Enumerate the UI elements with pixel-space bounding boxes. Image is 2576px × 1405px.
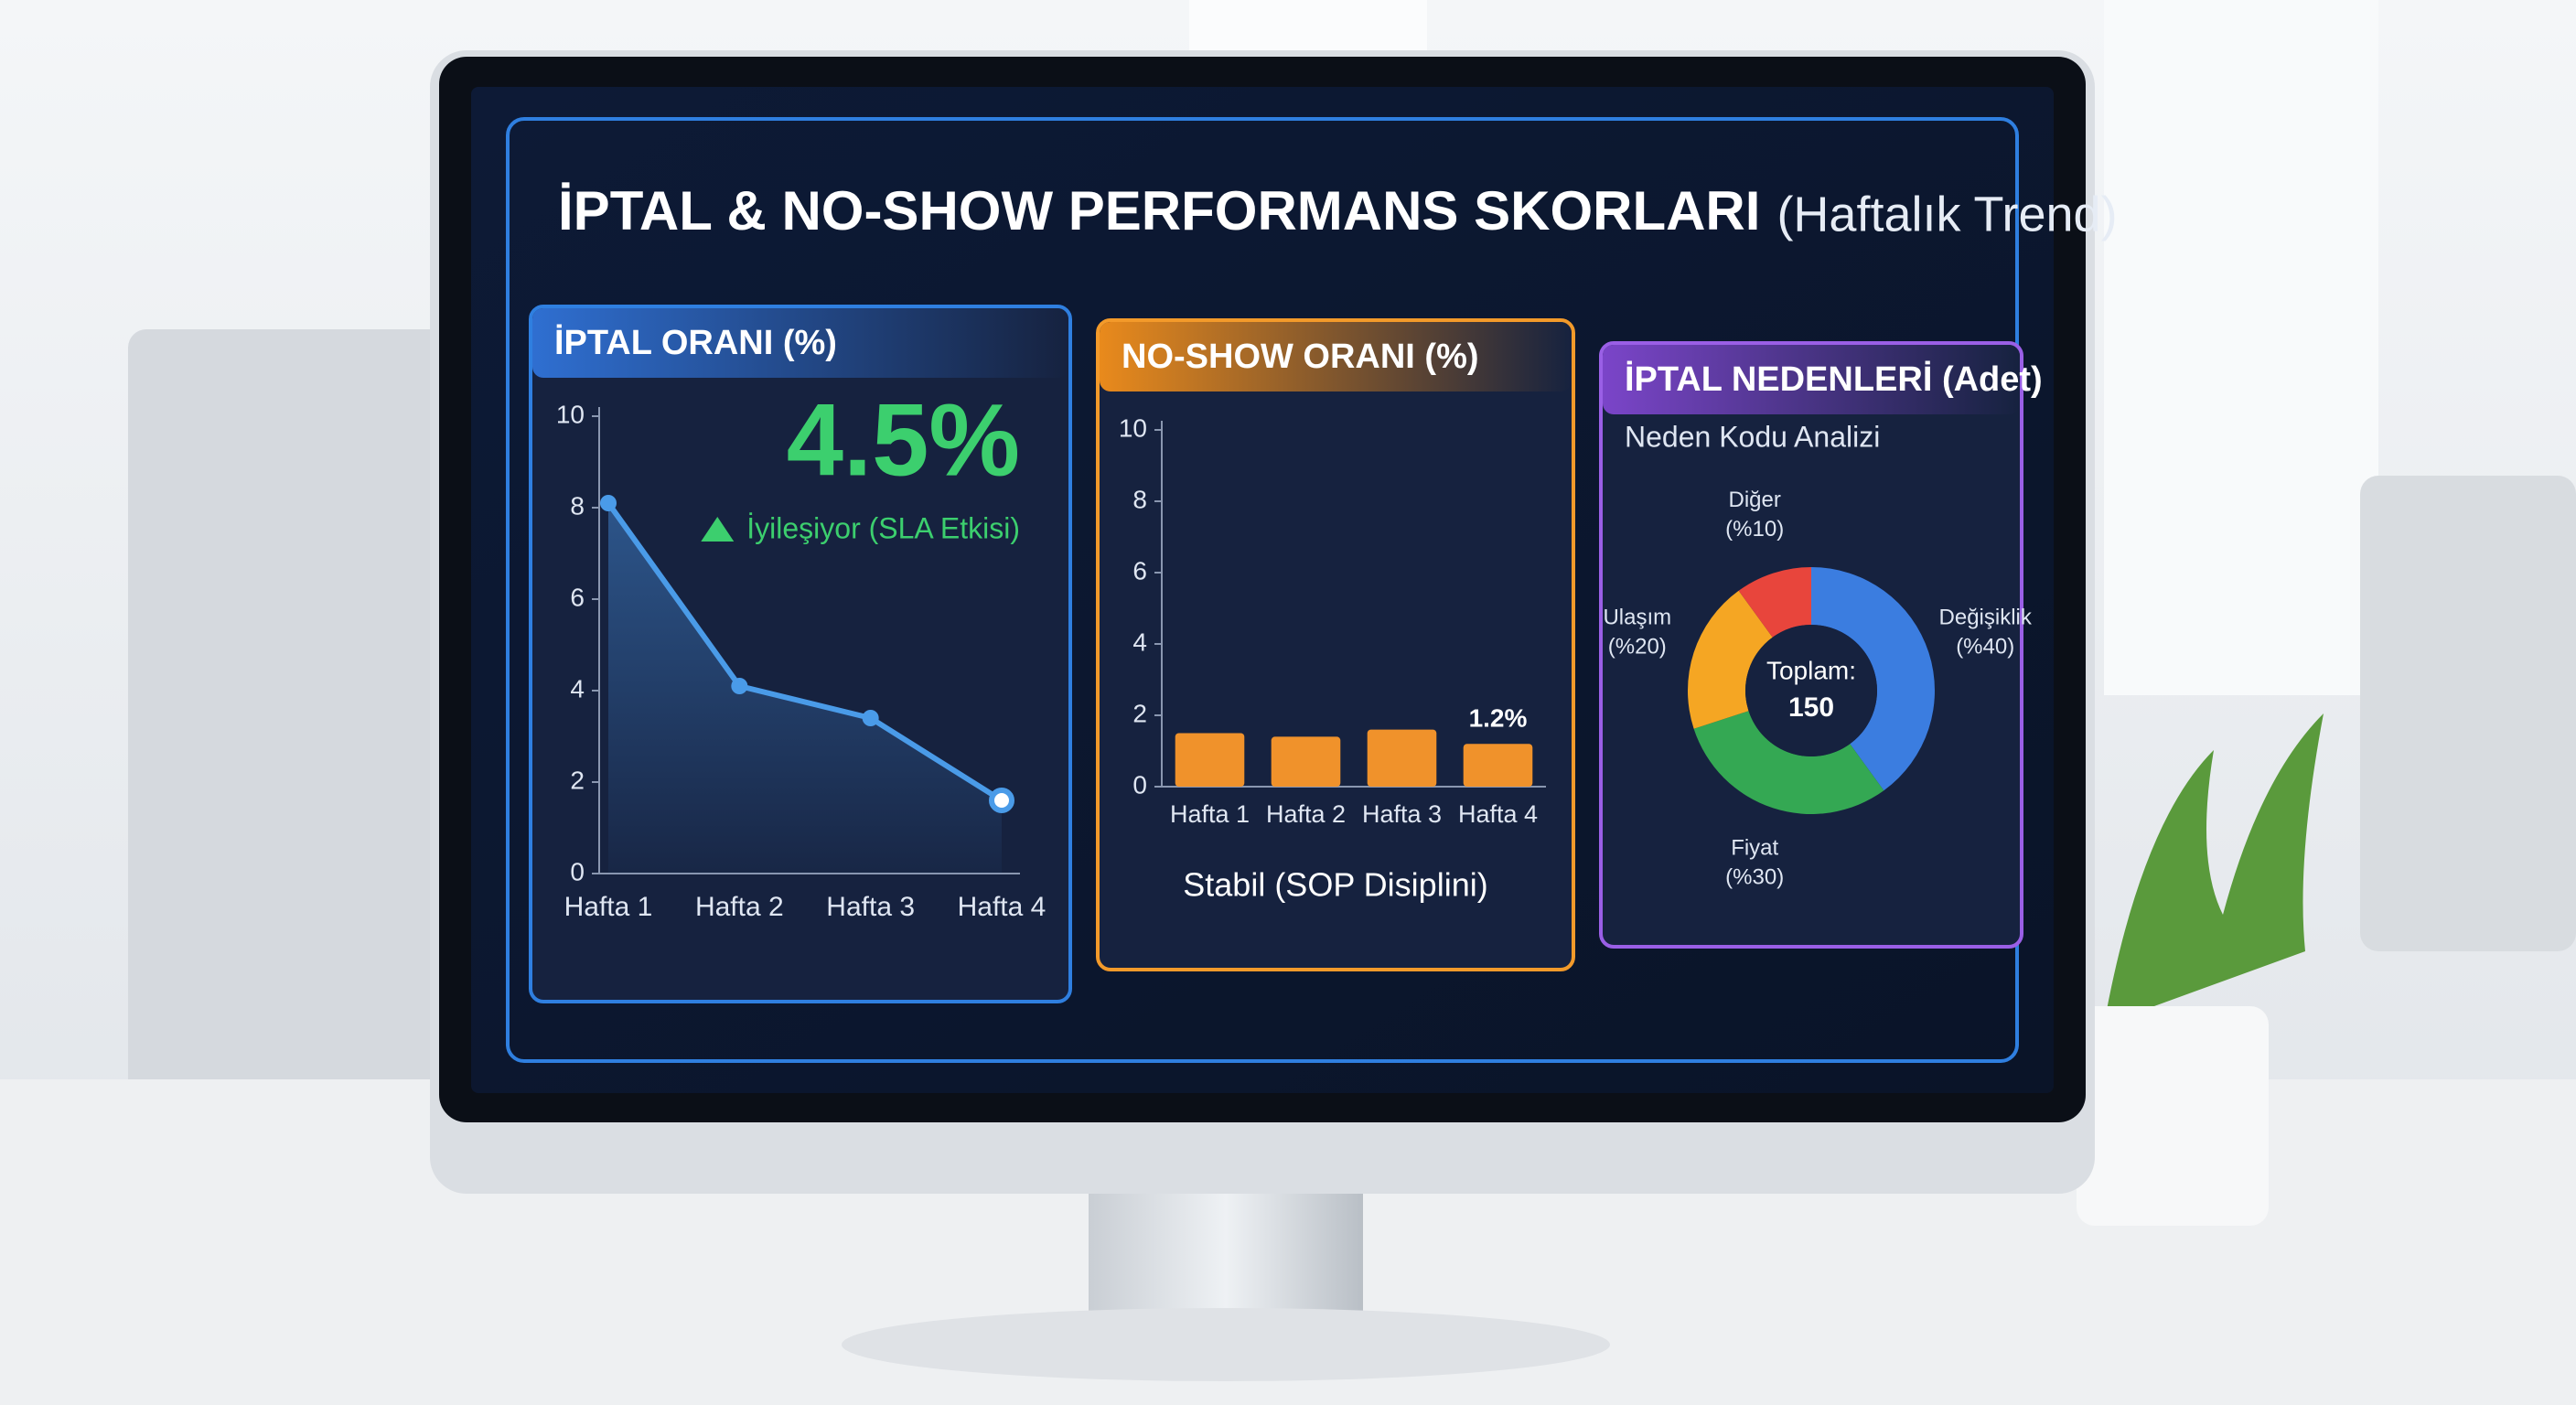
donut-hole — [1745, 625, 1877, 756]
center-total: 150 — [1788, 692, 1834, 723]
value-label: 1.2% — [1469, 704, 1528, 733]
slice-value-label: (%10) — [1725, 517, 1784, 542]
chart-title: İPTAL NEDENLERİ (Adet) — [1625, 360, 2043, 399]
y-tick-label: 2 — [1132, 699, 1147, 727]
charts: İPTAL ORANI (%) 0 2 4 6 8 10 Hafta 1 Hafta 2 Haft… — [529, 305, 2043, 1003]
slice-label: Ulaşım — [1603, 606, 1671, 630]
y-tick-label: 0 — [1132, 770, 1147, 799]
x-tick-label: Hafta 1 — [564, 892, 653, 922]
chart-title: İPTAL ORANI (%) — [554, 324, 837, 362]
dashboard-title: İPTAL & NO-SHOW PERFORMANS SKORLARI — [558, 180, 1760, 241]
x-tick-label: Hafta 3 — [826, 892, 915, 922]
slice-value-label: (%30) — [1725, 865, 1784, 890]
monitor-stand — [1089, 1171, 1363, 1317]
y-tick-label: 8 — [570, 491, 585, 520]
back-monitor — [128, 329, 476, 1098]
chart-subtitle: Neden Kodu Analizi — [1625, 420, 1880, 453]
area — [608, 503, 1002, 874]
x-tick-label: Hafta 4 — [958, 892, 1046, 922]
x-tick-label: Hafta 1 — [1170, 800, 1250, 828]
donut-slice — [1811, 567, 1935, 791]
y-tick-label: 6 — [1132, 556, 1147, 585]
y-tick-label: 6 — [570, 583, 585, 611]
point — [731, 678, 748, 694]
slice-value-label: (%40) — [1956, 635, 2014, 660]
note: Stabil (SOP Disiplini) — [1183, 866, 1487, 904]
slice-label: Değişiklik — [1939, 606, 2033, 630]
y-tick-label: 4 — [570, 674, 585, 702]
slice-value-label: (%20) — [1608, 635, 1667, 660]
y-tick-label: 2 — [570, 766, 585, 794]
x-tick-label: Hafta 2 — [695, 892, 784, 922]
bar — [1367, 729, 1437, 787]
pot — [2077, 1006, 2269, 1226]
kpi-value: 4.5% — [787, 383, 1020, 498]
donut-slice — [1693, 711, 1884, 814]
panel-header — [532, 308, 1068, 378]
slice-label: Fiyat — [1731, 836, 1778, 861]
window — [2104, 0, 2378, 695]
x-tick-label: Hafta 2 — [1266, 800, 1346, 828]
bar — [1271, 736, 1341, 787]
point — [989, 788, 1014, 813]
donut-slice — [1688, 590, 1773, 729]
y-tick-label: 0 — [570, 857, 585, 885]
line — [606, 501, 1004, 803]
y-tick-label: 10 — [1119, 413, 1147, 442]
plant — [2104, 713, 2324, 1024]
back-monitor — [2360, 476, 2576, 951]
slice-label: Diğer — [1729, 488, 1781, 512]
point — [862, 710, 879, 726]
stand-base — [842, 1308, 1610, 1381]
y-tick-label: 8 — [1132, 485, 1147, 513]
point — [600, 495, 617, 511]
x-tick-label: Hafta 3 — [1362, 800, 1442, 828]
x-tick-label: Hafta 4 — [1458, 800, 1538, 828]
panel — [1096, 318, 1575, 971]
panel-header — [1603, 345, 2020, 414]
y-tick-label: 4 — [1132, 627, 1147, 656]
donut-slice — [1738, 567, 1811, 638]
y-tick-label: 10 — [556, 400, 585, 428]
panel-header — [1100, 322, 1572, 391]
annotation: İyileşiyor (SLA Etkisi) — [746, 511, 1020, 544]
center-label: Toplam: — [1766, 656, 1856, 684]
trend-icon — [701, 517, 735, 542]
bar — [1175, 733, 1245, 787]
chart-title: NO-SHOW ORANI (%) — [1122, 338, 1479, 376]
dashboard-subtitle: (Haftalık Trend) — [1776, 187, 2117, 241]
bar — [1463, 744, 1533, 787]
